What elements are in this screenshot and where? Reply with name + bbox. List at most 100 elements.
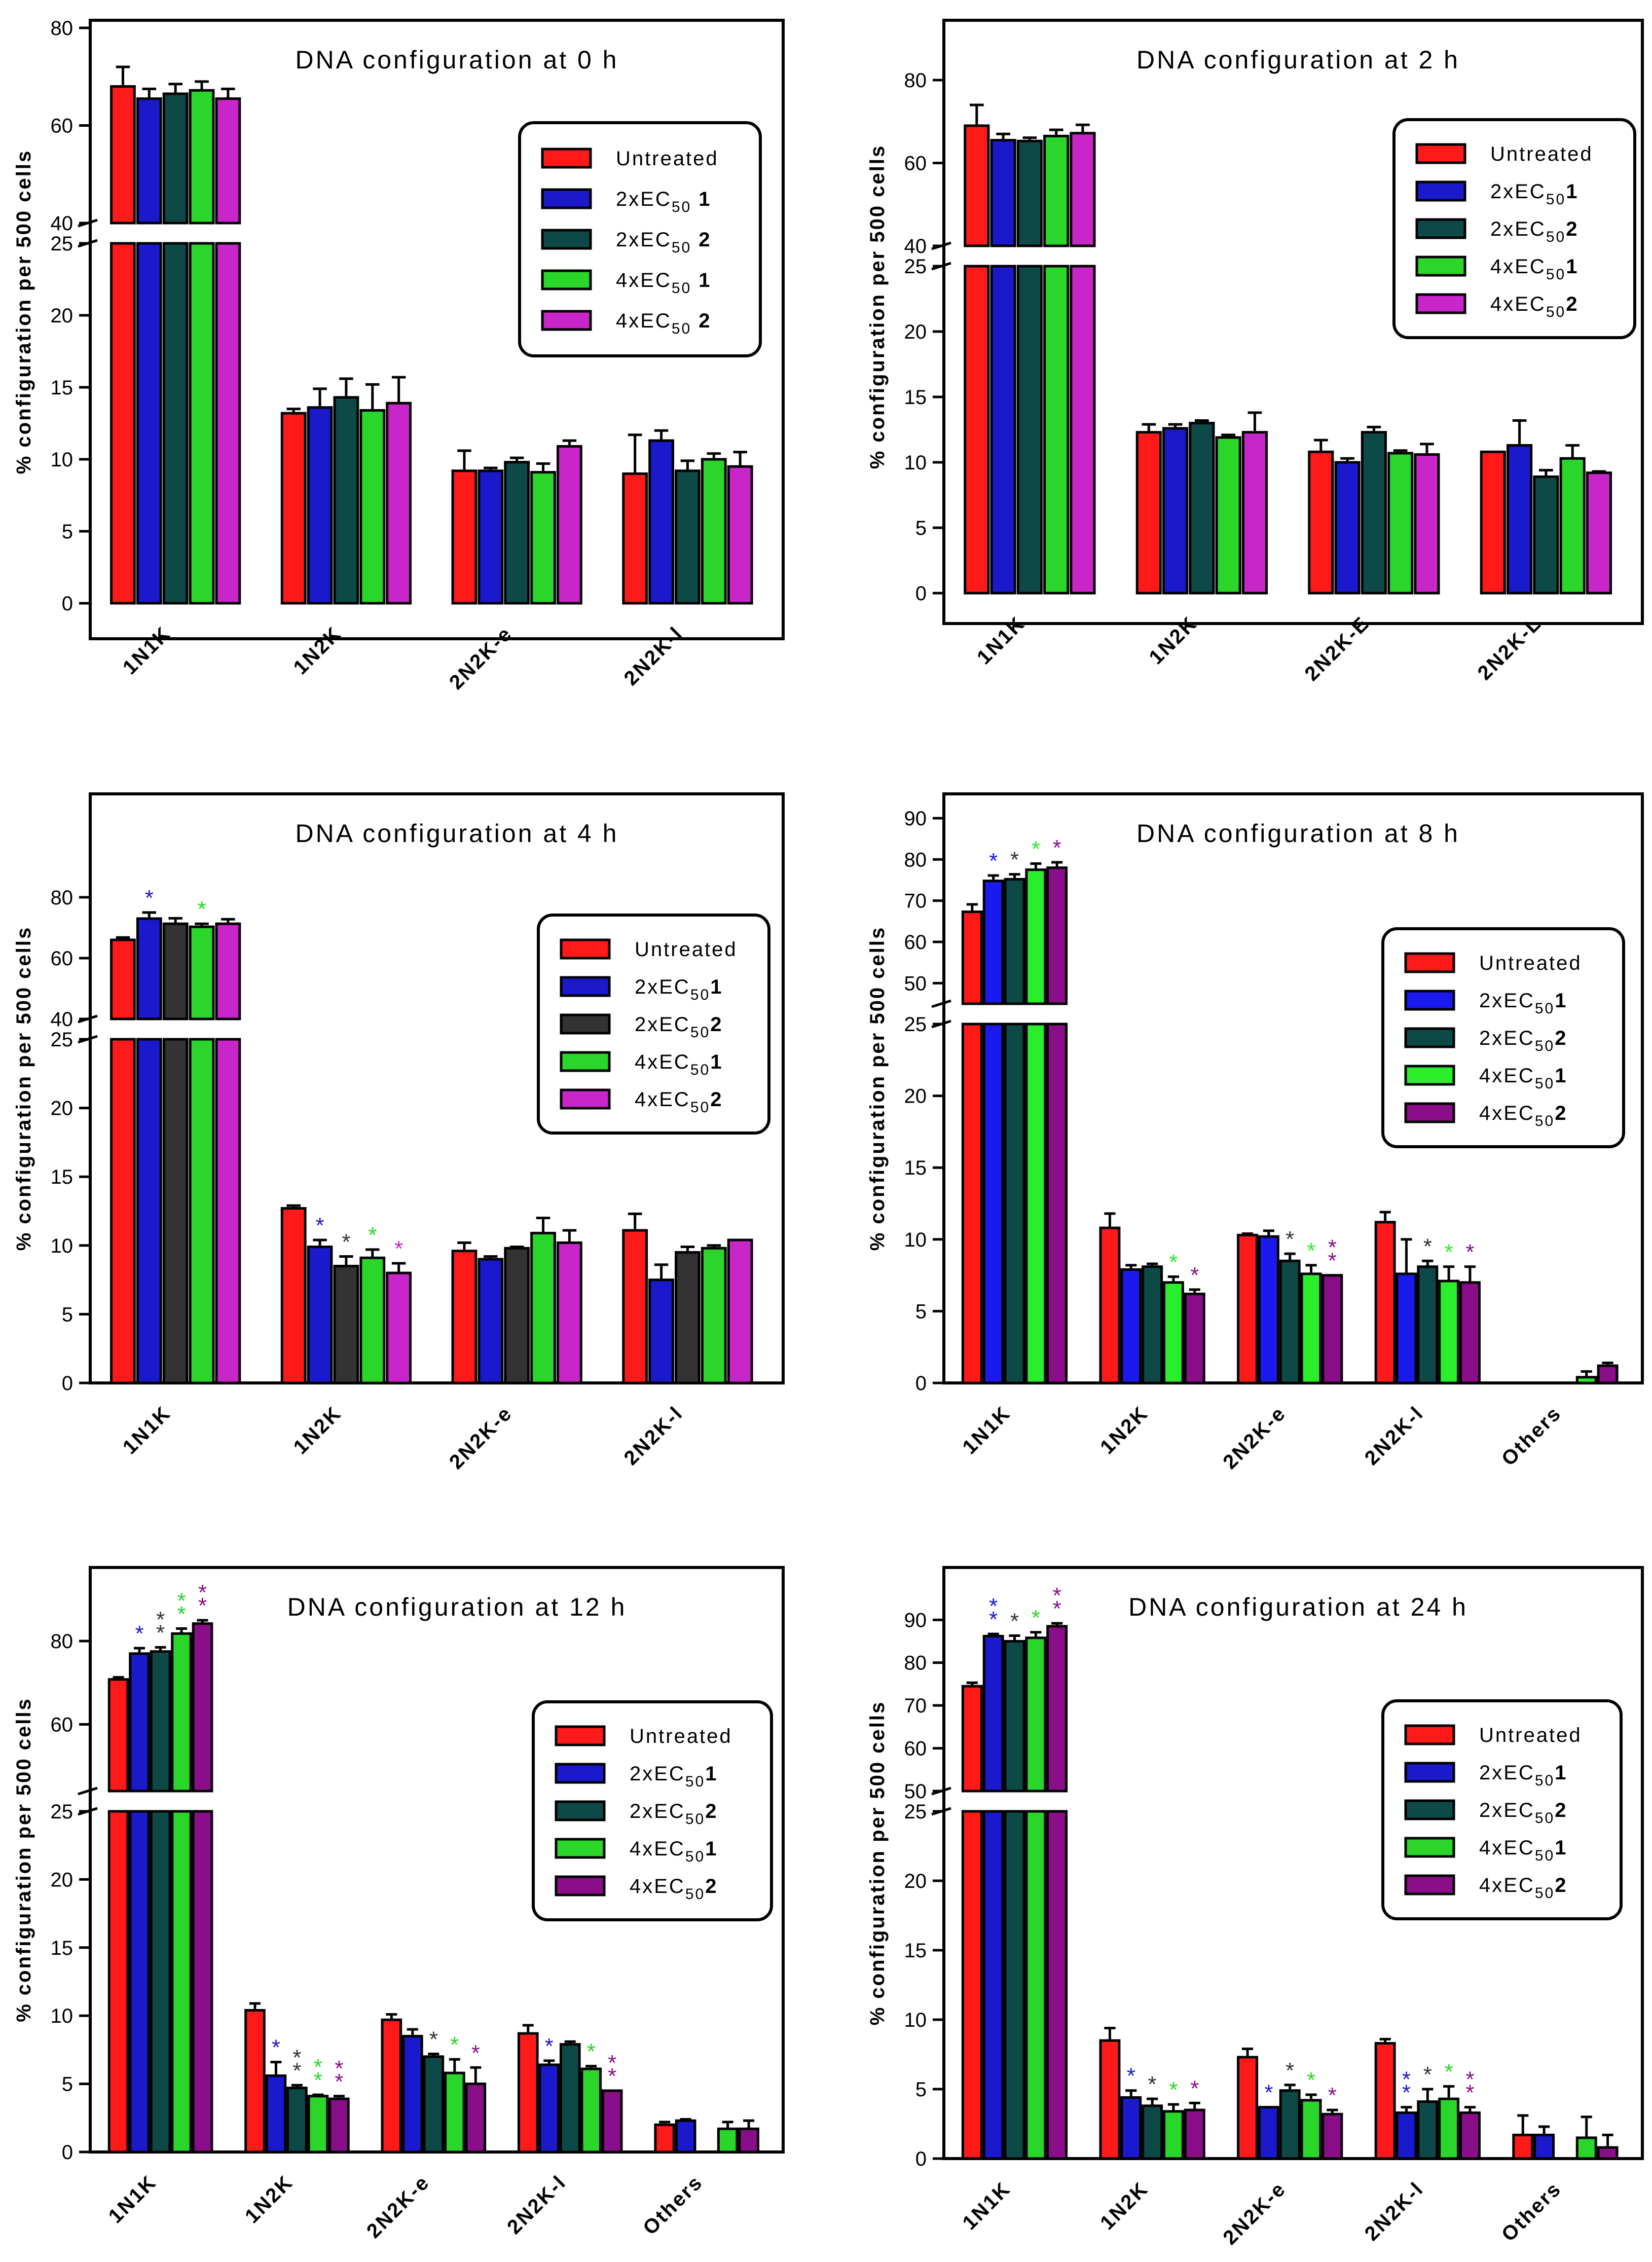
bar-upper-segment [1070, 132, 1096, 247]
significance-star: * [1148, 2072, 1157, 2097]
significance-star: * [197, 897, 206, 922]
x-tick-label: 1N2K [1145, 612, 1202, 669]
significance-star: * [292, 2058, 301, 2083]
bar-upper-segment [1046, 1625, 1068, 1793]
y-tick-label: 70 [904, 1695, 927, 1717]
significance-star: * [1010, 848, 1019, 872]
x-tick-label: 2N2K-l [620, 1402, 687, 1469]
legend-box [1381, 1699, 1623, 1920]
x-tick-label: 2N2K-e [362, 2171, 434, 2242]
chart-title: DNA configuration at 24 h [1128, 1593, 1468, 1621]
bar-lower-segment [982, 1023, 1004, 1384]
significance-star: * [335, 2056, 343, 2081]
bar [1184, 2108, 1205, 2160]
bar [1575, 2136, 1597, 2160]
bar [738, 2127, 759, 2154]
bar [280, 412, 307, 605]
bar [1162, 427, 1189, 595]
significance-star: * [1127, 2064, 1135, 2089]
bar [530, 471, 556, 605]
bar [359, 1256, 386, 1384]
y-tick-label: 80 [51, 17, 74, 40]
legend-swatch [1404, 1799, 1455, 1820]
bar [1120, 1268, 1142, 1384]
bar [1142, 1265, 1163, 1384]
legend-swatch [1415, 293, 1466, 314]
bar-lower-segment [129, 1810, 150, 2154]
bar [601, 2089, 623, 2154]
significance-star: * [315, 1213, 324, 1238]
significance-star: * [471, 2040, 480, 2065]
bar [1308, 450, 1334, 595]
significance-star: * [1010, 1609, 1019, 1634]
y-tick-label: 20 [51, 305, 74, 327]
x-tick-label: 2N2K-e [1219, 1402, 1290, 1473]
bar [1387, 452, 1414, 595]
bar [381, 2018, 402, 2154]
bar-lower-segment [136, 242, 162, 605]
bar [1099, 2039, 1121, 2160]
x-tick-label: 2N2K-l [1361, 1402, 1428, 1469]
bar [286, 2087, 308, 2154]
bar [307, 406, 333, 605]
y-tick-label: 15 [904, 1940, 927, 1962]
legend-box [1381, 927, 1625, 1148]
legend-box [518, 121, 762, 357]
bar [1597, 2146, 1619, 2160]
bar-upper-segment [215, 97, 241, 225]
significance-star: * [177, 1602, 186, 1627]
significance-star: * [1286, 2058, 1294, 2083]
significance-star: * [1286, 1227, 1294, 1252]
bar [727, 465, 753, 605]
bar [451, 1250, 478, 1384]
significance-star: * [608, 2064, 616, 2089]
bar [1135, 431, 1162, 595]
y-tick-label: 0 [915, 1372, 927, 1395]
legend-box [537, 914, 770, 1135]
bar-upper-segment [107, 1678, 129, 1793]
bar-upper-segment [189, 925, 215, 1020]
bar-lower-segment [162, 242, 189, 605]
bar-lower-segment [215, 1038, 241, 1384]
significance-star: * [608, 2051, 616, 2075]
significance-star: * [989, 1594, 998, 1619]
bar [1597, 1364, 1619, 1384]
chart-title: DNA configuration at 2 h [1136, 46, 1460, 74]
bar-upper-segment [1043, 134, 1070, 247]
significance-star: * [1032, 1606, 1040, 1630]
bar [1438, 2097, 1460, 2160]
significance-star: * [1169, 1250, 1178, 1274]
y-tick-label: 15 [904, 1157, 927, 1179]
x-tick-label: 1N2K [289, 1402, 346, 1458]
bar [465, 2083, 487, 2154]
x-tick-label: 2N2K-e [1219, 2177, 1290, 2249]
bar [1414, 453, 1440, 595]
bar [556, 445, 582, 605]
axis-break-mark [78, 1786, 98, 1796]
chart-panel-3: DNA configuration at 8 h 0 5 10 15 20 25 50 60 70… [866, 792, 1644, 1474]
bar [1459, 1281, 1481, 1384]
significance-star: * [292, 2045, 301, 2070]
y-axis-label: % configuration per 500 cells [13, 926, 35, 1251]
bar-upper-segment [990, 139, 1016, 247]
significance-star: * [1307, 2068, 1315, 2093]
y-tick-label: 20 [904, 1085, 927, 1108]
legend-swatch [555, 1875, 606, 1896]
y-tick-label: 15 [904, 386, 927, 409]
y-tick-label: 10 [51, 449, 74, 471]
bar-lower-segment [107, 1810, 129, 2154]
bar [1321, 1274, 1343, 1384]
bar-upper-segment [964, 124, 990, 247]
legend-swatch [1404, 1102, 1455, 1123]
bar [517, 2032, 539, 2154]
y-tick-label: 20 [904, 321, 927, 343]
legend-swatch [555, 1800, 606, 1821]
y-tick-label: 80 [904, 69, 927, 92]
significance-star: * [429, 2027, 438, 2052]
y-tick-label: 90 [904, 1609, 927, 1631]
bar [328, 2097, 350, 2154]
bar [1258, 1235, 1279, 1384]
